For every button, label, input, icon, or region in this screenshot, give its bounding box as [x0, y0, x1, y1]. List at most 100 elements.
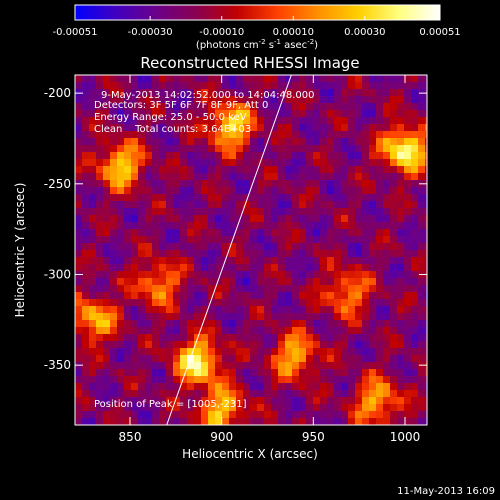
heatmap-cell [82, 390, 89, 397]
heatmap-cell [250, 236, 257, 243]
heatmap-cell [292, 96, 299, 103]
heatmap-cell [180, 152, 187, 159]
heatmap-cell [348, 110, 355, 117]
heatmap-cell [145, 306, 152, 313]
heatmap-cell [299, 89, 306, 96]
heatmap-cell [271, 152, 278, 159]
heatmap-cell [327, 236, 334, 243]
heatmap-cell [208, 180, 215, 187]
heatmap-cell [152, 313, 159, 320]
heatmap-cell [250, 145, 257, 152]
heatmap-cell [425, 376, 427, 383]
heatmap-cell [278, 236, 285, 243]
heatmap-cell [145, 390, 152, 397]
heatmap-cell [390, 124, 397, 131]
heatmap-cell [173, 264, 180, 271]
heatmap-cell [250, 313, 257, 320]
heatmap-cell [222, 306, 229, 313]
heatmap-cell [355, 306, 362, 313]
heatmap-cell [96, 257, 103, 264]
heatmap-cell [355, 222, 362, 229]
heatmap-cell [117, 152, 124, 159]
heatmap-cell [187, 390, 194, 397]
heatmap-cell [285, 327, 292, 334]
heatmap-cell [264, 383, 271, 390]
heatmap-cell [229, 138, 236, 145]
heatmap-cell [383, 299, 390, 306]
heatmap-cell [173, 327, 180, 334]
heatmap-cell [306, 327, 313, 334]
heatmap-cell [383, 411, 390, 418]
heatmap-cell [425, 103, 427, 110]
heatmap-cell [257, 180, 264, 187]
heatmap-cell [313, 152, 320, 159]
heatmap-cell [110, 306, 117, 313]
heatmap-cell [180, 222, 187, 229]
heatmap-cell [271, 292, 278, 299]
heatmap-cell [397, 299, 404, 306]
heatmap-cell [397, 264, 404, 271]
heatmap-cell [96, 138, 103, 145]
heatmap-cell [285, 292, 292, 299]
heatmap-cell [264, 404, 271, 411]
heatmap-cell [250, 271, 257, 278]
heatmap-cell [257, 313, 264, 320]
heatmap-cell [75, 201, 82, 208]
heatmap-cell [306, 292, 313, 299]
heatmap-cell [348, 341, 355, 348]
heatmap-cell [271, 348, 278, 355]
heatmap-cell [362, 250, 369, 257]
heatmap-cell [397, 166, 404, 173]
heatmap-cell [110, 187, 117, 194]
heatmap-cell [271, 334, 278, 341]
heatmap-cell [236, 376, 243, 383]
heatmap-cell [418, 236, 425, 243]
heatmap-cell [82, 348, 89, 355]
heatmap-cell [278, 376, 285, 383]
heatmap-cell [383, 362, 390, 369]
heatmap-cell [229, 124, 236, 131]
heatmap-cell [250, 173, 257, 180]
heatmap-cell [180, 306, 187, 313]
heatmap-cell [138, 180, 145, 187]
heatmap-cell [320, 82, 327, 89]
heatmap-cell [208, 292, 215, 299]
heatmap-cell [292, 362, 299, 369]
heatmap-cell [117, 278, 124, 285]
annotation-energy: Energy Range: 25.0 - 50.0 keV [94, 112, 247, 123]
heatmap-cell [271, 376, 278, 383]
heatmap-cell [404, 145, 411, 152]
heatmap-cell [418, 397, 425, 404]
heatmap-cell [334, 152, 341, 159]
heatmap-cell [390, 250, 397, 257]
heatmap-cell [257, 236, 264, 243]
heatmap-cell [187, 166, 194, 173]
heatmap-cell [124, 313, 131, 320]
heatmap-cell [404, 369, 411, 376]
heatmap-cell [194, 152, 201, 159]
heatmap-cell [180, 117, 187, 124]
heatmap-cell [404, 390, 411, 397]
heatmap-cell [222, 362, 229, 369]
heatmap-cell [355, 96, 362, 103]
heatmap-cell [173, 145, 180, 152]
heatmap-cell [110, 173, 117, 180]
heatmap-cell [369, 103, 376, 110]
heatmap-cell [166, 383, 173, 390]
heatmap-cell [292, 334, 299, 341]
heatmap-cell [243, 75, 250, 82]
heatmap-cell [320, 131, 327, 138]
heatmap-cell [243, 82, 250, 89]
heatmap-cell [271, 173, 278, 180]
heatmap-cell [103, 201, 110, 208]
heatmap-cell [320, 306, 327, 313]
heatmap-cell [187, 418, 194, 425]
heatmap-cell [124, 355, 131, 362]
heatmap-cell [236, 292, 243, 299]
heatmap-cell [285, 215, 292, 222]
heatmap-cell [110, 327, 117, 334]
heatmap-cell [334, 341, 341, 348]
heatmap-cell [313, 89, 320, 96]
heatmap-cell [320, 334, 327, 341]
heatmap-cell [376, 341, 383, 348]
